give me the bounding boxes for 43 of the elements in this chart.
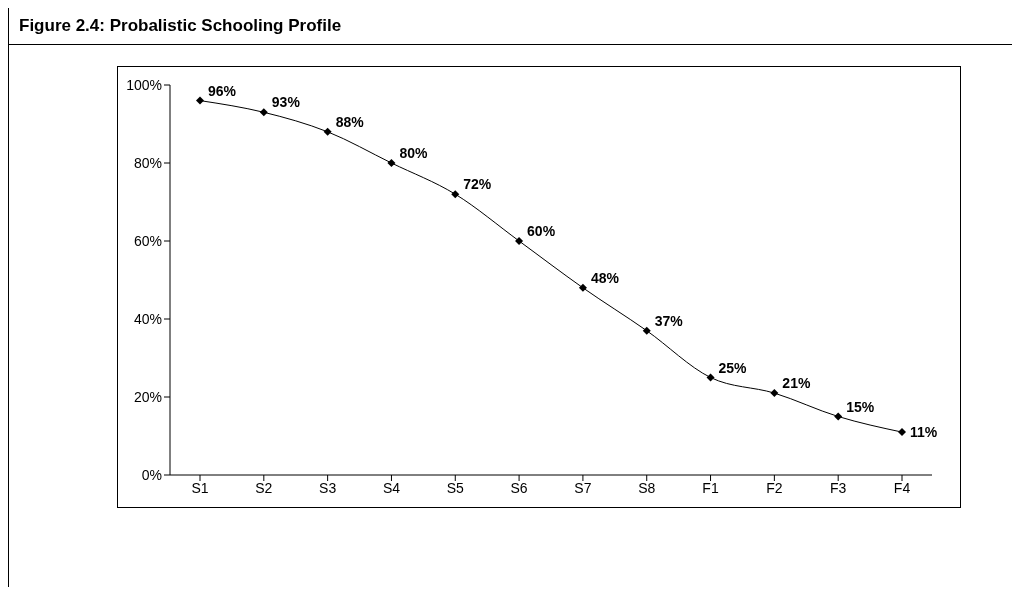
x-tick-label: S3: [319, 479, 337, 496]
x-tick-label: S5: [446, 479, 465, 496]
point: [196, 96, 204, 105]
point: [706, 373, 715, 382]
point: [323, 127, 332, 136]
point: [642, 326, 651, 335]
data-label: 25%: [718, 359, 748, 376]
data-label: 93%: [271, 94, 301, 111]
y-tick-label: 0%: [141, 466, 162, 483]
x-tick-label: F4: [893, 479, 911, 496]
data-label: 48%: [590, 269, 620, 286]
x-tick-label: S8: [638, 479, 656, 496]
y-tick-label: 20%: [133, 388, 162, 405]
data-label: 60%: [527, 223, 556, 239]
data-label: 96%: [208, 82, 237, 99]
data-label: 15%: [846, 398, 875, 415]
data-label: 37%: [654, 312, 684, 329]
x-tick-label: F2: [766, 479, 783, 496]
y-tick-label: 40%: [133, 310, 162, 327]
chart-title: Figure 2.4: Probalistic Schooling Profile: [9, 8, 1012, 45]
x-tick-label: S4: [382, 479, 401, 496]
x-tick-label: S7: [574, 479, 592, 496]
point: [834, 412, 843, 421]
data-label: 11%: [910, 424, 938, 441]
data-label: 80%: [399, 145, 429, 161]
point: [515, 237, 524, 245]
x-tick-label: F3: [830, 479, 847, 496]
point: [770, 389, 779, 398]
x-tick-label: F1: [702, 479, 719, 496]
x-tick-label: S1: [191, 479, 209, 496]
point: [387, 159, 396, 167]
x-tick-label: S6: [510, 479, 528, 496]
point: [451, 190, 460, 199]
point: [259, 108, 268, 117]
x-tick-label: S2: [255, 479, 273, 496]
data-label: 88%: [335, 113, 365, 130]
data-label: 21%: [782, 375, 811, 392]
data-label: 72%: [463, 176, 492, 193]
y-tick-label: 80%: [133, 154, 162, 171]
point: [898, 428, 906, 437]
point: [578, 283, 587, 292]
y-tick-label: 100%: [126, 76, 162, 93]
y-tick-label: 60%: [133, 232, 162, 249]
